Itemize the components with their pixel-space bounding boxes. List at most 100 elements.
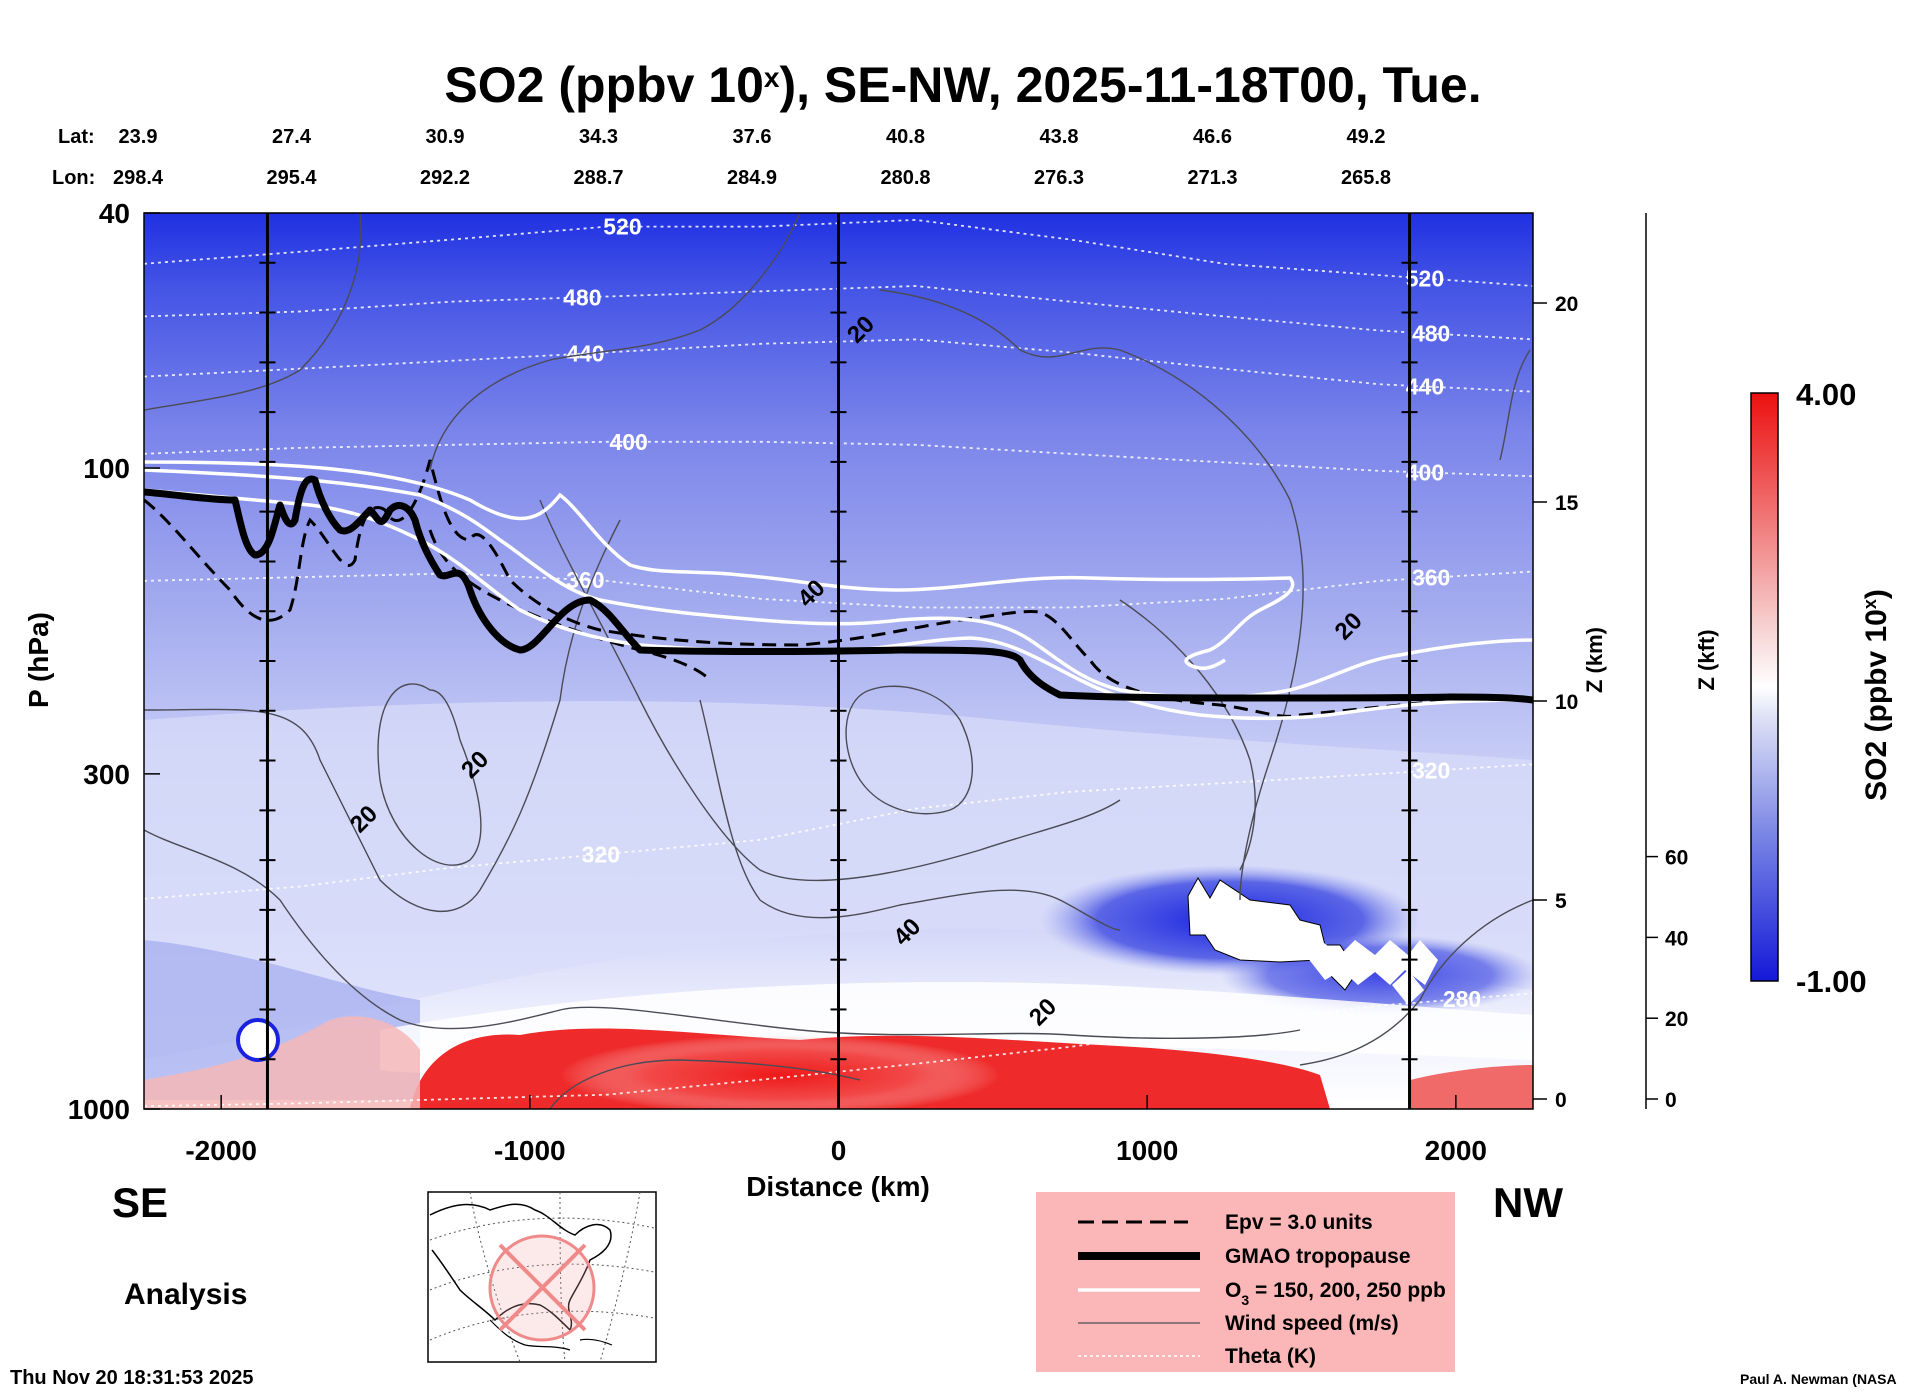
isotach-line — [879, 289, 1304, 901]
lon-value: 265.8 — [1341, 167, 1391, 189]
x-tick-label: -2000 — [185, 1135, 257, 1166]
x-axis-title: Distance (km) — [746, 1171, 930, 1202]
lon-value: 298.4 — [113, 167, 164, 189]
p-tick-label: 100 — [83, 453, 130, 484]
theta-label: 480 — [1412, 321, 1450, 347]
isotach-line — [144, 213, 362, 411]
theta-label: 400 — [1406, 459, 1444, 485]
y-axis-title: P (hPa) — [23, 612, 54, 708]
timestamp: Thu Nov 20 18:31:53 2025 — [10, 1367, 253, 1389]
isotach-lines — [144, 213, 1533, 1109]
lon-value: 295.4 — [266, 167, 317, 189]
lat-value: 34.3 — [579, 126, 618, 148]
lat-label: Lat: — [58, 126, 95, 148]
isotach-line — [144, 829, 1301, 1039]
missing-data-patch-2 — [1300, 940, 1438, 985]
z-km-tick-label: 10 — [1555, 691, 1578, 714]
z-kft-tick-label: 60 — [1665, 847, 1688, 870]
credit: Paul A. Newman (NASA — [1740, 1371, 1897, 1387]
legend: Epv = 3.0 units GMAO tropopause O3 = 150… — [1036, 1192, 1455, 1372]
lon-value: 271.3 — [1187, 167, 1237, 189]
inset-map-frame — [427, 1191, 657, 1363]
colorbar-title: SO2 (ppbv 10x) — [1860, 589, 1893, 801]
theta-label: 320 — [1412, 758, 1450, 784]
lat-value: 49.2 — [1347, 126, 1386, 148]
legend-label-epv: Epv = 3.0 units — [1225, 1211, 1373, 1234]
chart-title: SO2 (ppbv 10x), SE-NW, 2025-11-18T00, Tu… — [444, 57, 1481, 113]
so2-red-west — [144, 1016, 420, 1109]
isotach-line — [1299, 899, 1533, 1066]
inset-map-section-line — [498, 1243, 587, 1332]
lon-value: 292.2 — [420, 167, 470, 189]
lat-value: 23.9 — [119, 126, 158, 148]
analysis-label: Analysis — [124, 1278, 247, 1311]
isotach-line — [429, 213, 801, 471]
theta-label: 520 — [1406, 265, 1444, 291]
lon-value: 280.8 — [880, 167, 930, 189]
inset-map-graticule — [469, 1191, 521, 1363]
theta-label: 520 — [603, 214, 641, 240]
colorbar-max-label: 4.00 — [1796, 377, 1856, 412]
isotach-line — [144, 519, 621, 912]
gmao-tropopause-line — [144, 475, 1533, 704]
theta-line — [144, 763, 1533, 900]
z-km-tick-label: 0 — [1555, 1089, 1567, 1112]
p-tick-label: 1000 — [68, 1094, 130, 1125]
x-tick-label: 1000 — [1116, 1135, 1178, 1166]
isotach-line — [549, 1059, 861, 1109]
missing-data-dot — [236, 1018, 280, 1062]
isotach-line — [1119, 599, 1256, 871]
x-tick-label: 0 — [831, 1135, 847, 1166]
z-km-tick-label: 5 — [1555, 890, 1567, 913]
x-tick-label: -1000 — [494, 1135, 566, 1166]
lat-value: 43.8 — [1040, 126, 1079, 148]
lat-value: 46.6 — [1193, 126, 1232, 148]
lat-value: 37.6 — [733, 126, 772, 148]
isotach-line — [845, 685, 973, 815]
z-kft-tick-label: 40 — [1665, 927, 1688, 950]
x-tick-label: 2000 — [1425, 1135, 1487, 1166]
legend-label-ozone: O3 = 150, 200, 250 ppb — [1225, 1279, 1446, 1308]
direction-nw-label: NW — [1493, 1179, 1563, 1226]
isotach-line — [377, 683, 482, 866]
colorbar: 4.00 -1.00 SO2 (ppbv 10x) — [1750, 377, 1893, 999]
epv-line — [144, 459, 1533, 718]
so2-red-core — [560, 1035, 1000, 1109]
inset-map-coastline — [429, 1203, 612, 1332]
inset-map-graticule — [559, 1191, 566, 1363]
ozone-contour-200 — [144, 468, 1533, 700]
lon-value: 284.9 — [727, 167, 777, 189]
z-kft-axis-title: Z (kft) — [1694, 629, 1719, 690]
theta-label: 480 — [563, 284, 601, 310]
z-km-tick-label: 20 — [1555, 293, 1578, 316]
lat-lon-header: Lat: Lon: 23.9 27.4 30.9 34.3 37.6 40.8 43.8 46… — [52, 126, 1391, 189]
lon-value: 276.3 — [1034, 167, 1084, 189]
theta-label: 400 — [609, 429, 647, 455]
legend-label-wind: Wind speed (m/s) — [1225, 1312, 1399, 1335]
theta-label: 440 — [1406, 373, 1444, 399]
isotach-line — [539, 499, 1121, 882]
legend-label-tropopause: GMAO tropopause — [1225, 1245, 1411, 1268]
lon-value: 288.7 — [573, 167, 623, 189]
z-kft-tick-label: 20 — [1665, 1008, 1688, 1031]
lat-value: 30.9 — [426, 126, 465, 148]
lat-value: 27.4 — [272, 126, 312, 148]
p-tick-label: 40 — [99, 198, 130, 229]
direction-se-label: SE — [112, 1179, 168, 1226]
colorbar-min-label: -1.00 — [1796, 964, 1867, 999]
theta-label: 360 — [1412, 565, 1450, 591]
inset-map-graticule — [599, 1191, 641, 1363]
z-km-axis-title: Z (km) — [1582, 627, 1607, 693]
theta-label: 280 — [1443, 986, 1481, 1012]
ozone-contour-150 — [144, 460, 1295, 671]
theta-line — [144, 218, 1533, 287]
z-kft-tick-label: 0 — [1665, 1089, 1677, 1112]
isotach-line — [1499, 349, 1531, 461]
legend-label-theta: Theta (K) — [1225, 1345, 1316, 1368]
lat-value: 40.8 — [886, 126, 925, 148]
lon-label: Lon: — [52, 167, 95, 189]
so2-red-east — [1410, 1065, 1533, 1109]
theta-label: 320 — [582, 841, 620, 867]
isotach-line — [699, 699, 1121, 931]
